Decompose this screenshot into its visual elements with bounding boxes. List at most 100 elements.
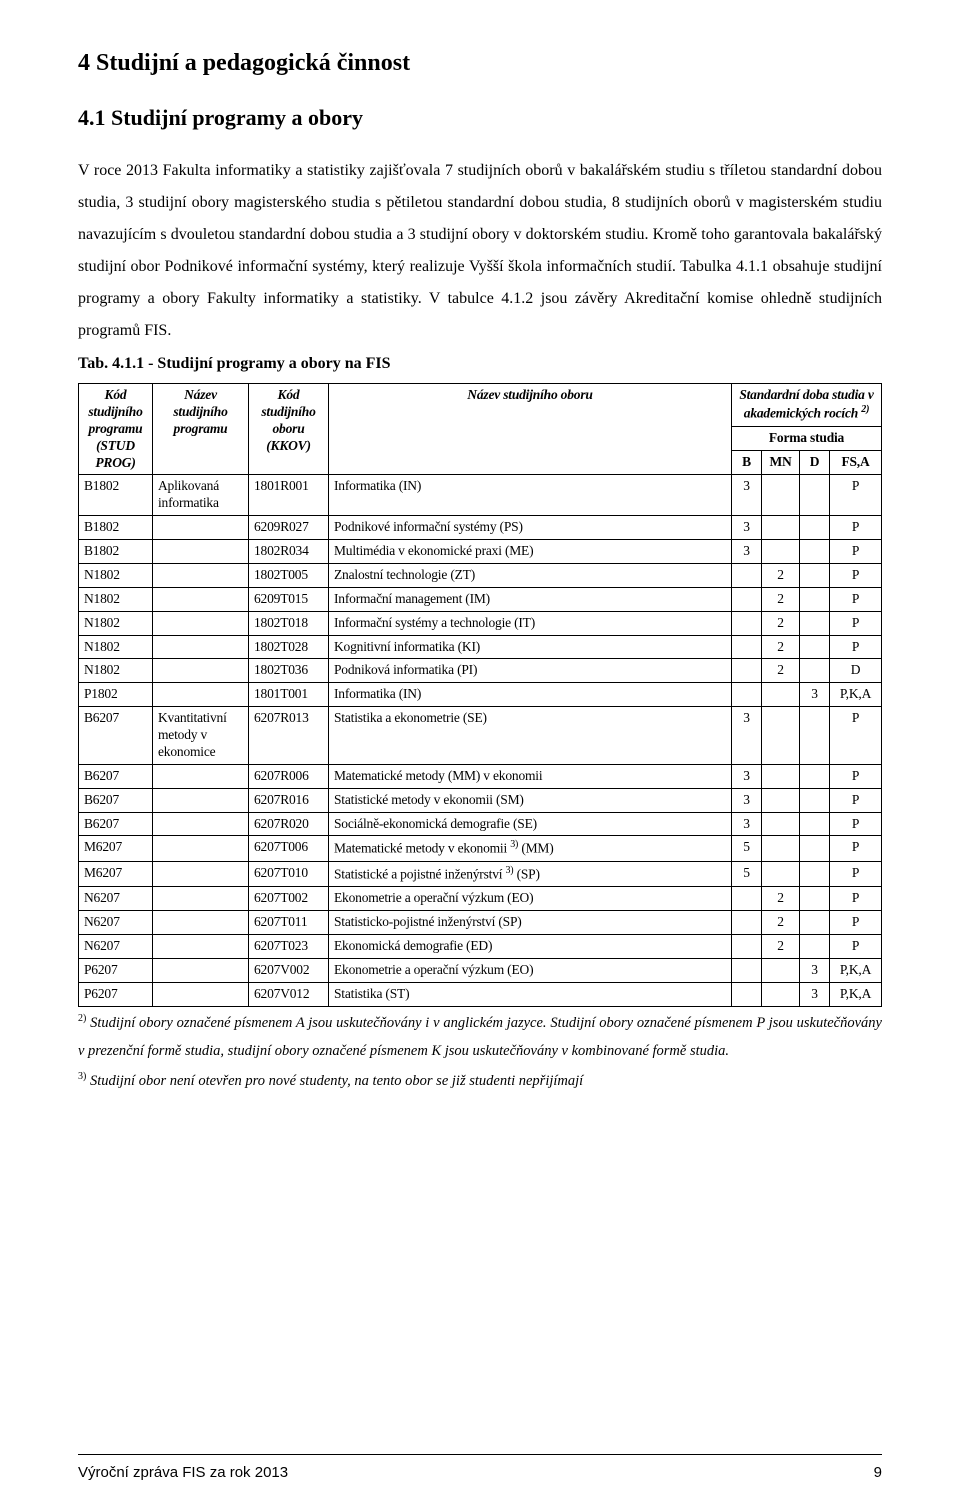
- cell-nazev-prog: [153, 611, 249, 635]
- cell-d: 3: [800, 683, 830, 707]
- cell-fs: P: [830, 516, 882, 540]
- cell-kod-prog: N1802: [79, 659, 153, 683]
- cell-nazev-obor: Informatika (IN): [329, 683, 732, 707]
- cell-nazev-obor: Statistika (ST): [329, 982, 732, 1006]
- footnote-2: 2) Studijní obory označené písmenem A js…: [78, 1009, 882, 1066]
- cell-b: [732, 611, 762, 635]
- cell-mn: [762, 861, 800, 886]
- table-row: N18021802T036Podniková informatika (PI)2…: [79, 659, 882, 683]
- cell-fs: P: [830, 587, 882, 611]
- cell-mn: 2: [762, 887, 800, 911]
- cell-b: [732, 683, 762, 707]
- table-head: Kód studijního programu (STUD PROG) Náze…: [79, 384, 882, 475]
- cell-d: [800, 516, 830, 540]
- cell-mn: 2: [762, 563, 800, 587]
- cell-fs: P: [830, 611, 882, 635]
- cell-mn: [762, 812, 800, 836]
- cell-kod-obor: 6207T023: [249, 934, 329, 958]
- cell-nazev-obor: Statistika a ekonometrie (SE): [329, 707, 732, 765]
- cell-nazev-prog: [153, 788, 249, 812]
- cell-kod-obor: 1802R034: [249, 540, 329, 564]
- cell-kod-prog: N6207: [79, 911, 153, 935]
- cell-d: 3: [800, 982, 830, 1006]
- cell-nazev-prog: [153, 861, 249, 886]
- cell-d: [800, 861, 830, 886]
- cell-d: [800, 836, 830, 861]
- table-row: B62076207R016Statistické metody v ekonom…: [79, 788, 882, 812]
- heading-subsection: 4.1 Studijní programy a obory: [78, 105, 882, 131]
- th-kod-obor: Kód studijního oboru (KKOV): [249, 384, 329, 475]
- table-row: M62076207T010Statistické a pojistné inže…: [79, 861, 882, 886]
- cell-mn: [762, 982, 800, 1006]
- cell-b: [732, 911, 762, 935]
- cell-b: [732, 659, 762, 683]
- cell-nazev-prog: [153, 958, 249, 982]
- cell-nazev-obor: Ekonometrie a operační výzkum (EO): [329, 887, 732, 911]
- cell-mn: [762, 958, 800, 982]
- cell-kod-obor: 1801R001: [249, 475, 329, 516]
- cell-fs: P: [830, 934, 882, 958]
- cell-nazev-obor: Podniková informatika (PI): [329, 659, 732, 683]
- cell-nazev-obor: Sociálně-ekonomická demografie (SE): [329, 812, 732, 836]
- cell-b: [732, 563, 762, 587]
- cell-kod-obor: 6207V012: [249, 982, 329, 1006]
- body-paragraph: V roce 2013 Fakulta informatiky a statis…: [78, 155, 882, 347]
- cell-nazev-obor: Znalostní technologie (ZT): [329, 563, 732, 587]
- cell-kod-obor: 6207R006: [249, 764, 329, 788]
- cell-fs: P: [830, 475, 882, 516]
- cell-b: 5: [732, 836, 762, 861]
- cell-kod-obor: 6207R020: [249, 812, 329, 836]
- cell-fs: P: [830, 887, 882, 911]
- cell-nazev-prog: [153, 516, 249, 540]
- th-std-doba: Standardní doba studia v akademických ro…: [732, 384, 882, 427]
- table-row: B1802Aplikovaná informatika1801R001Infor…: [79, 475, 882, 516]
- cell-kod-prog: B6207: [79, 812, 153, 836]
- cell-nazev-obor: Matematické metody (MM) v ekonomii: [329, 764, 732, 788]
- cell-b: [732, 934, 762, 958]
- cell-kod-prog: P1802: [79, 683, 153, 707]
- cell-nazev-prog: [153, 683, 249, 707]
- cell-mn: [762, 707, 800, 765]
- cell-mn: [762, 683, 800, 707]
- cell-kod-obor: 6209T015: [249, 587, 329, 611]
- table-row: B6207 6207R020Sociálně-ekonomická demogra…: [79, 812, 882, 836]
- th-fs: FS,A: [830, 451, 882, 475]
- table-row: B18021802R034Multimédia v ekonomické pra…: [79, 540, 882, 564]
- cell-mn: 2: [762, 611, 800, 635]
- cell-nazev-prog: [153, 934, 249, 958]
- cell-b: 3: [732, 540, 762, 564]
- cell-kod-obor: 1801T001: [249, 683, 329, 707]
- cell-kod-obor: 6207R013: [249, 707, 329, 765]
- cell-kod-prog: B1802: [79, 540, 153, 564]
- cell-mn: 2: [762, 659, 800, 683]
- cell-nazev-obor: Informační management (IM): [329, 587, 732, 611]
- cell-fs: P,K,A: [830, 982, 882, 1006]
- cell-kod-obor: 6207T006: [249, 836, 329, 861]
- table-caption: Tab. 4.1.1 - Studijní programy a obory n…: [78, 355, 882, 373]
- cell-d: [800, 911, 830, 935]
- table-row: N18021802T028Kognitivní informatika (KI)…: [79, 635, 882, 659]
- cell-nazev-prog: [153, 563, 249, 587]
- cell-mn: 2: [762, 911, 800, 935]
- cell-kod-prog: N1802: [79, 563, 153, 587]
- heading-section: 4 Studijní a pedagogická činnost: [78, 50, 882, 77]
- cell-b: 3: [732, 707, 762, 765]
- cell-d: [800, 475, 830, 516]
- cell-mn: [762, 788, 800, 812]
- cell-d: [800, 611, 830, 635]
- cell-b: 3: [732, 788, 762, 812]
- cell-d: [800, 812, 830, 836]
- cell-fs: P: [830, 707, 882, 765]
- cell-nazev-obor: Kognitivní informatika (KI): [329, 635, 732, 659]
- cell-nazev-obor: Statistické a pojistné inženýrství 3) (S…: [329, 861, 732, 886]
- cell-mn: [762, 540, 800, 564]
- cell-d: 3: [800, 958, 830, 982]
- cell-mn: 2: [762, 934, 800, 958]
- cell-fs: P: [830, 635, 882, 659]
- table-row: N62076207T023Ekonomická demografie (ED)2…: [79, 934, 882, 958]
- cell-fs: P,K,A: [830, 958, 882, 982]
- th-kod-prog: Kód studijního programu (STUD PROG): [79, 384, 153, 475]
- table-row: B18026209R027Podnikové informační systém…: [79, 516, 882, 540]
- cell-kod-prog: P6207: [79, 982, 153, 1006]
- cell-kod-prog: B6207: [79, 707, 153, 765]
